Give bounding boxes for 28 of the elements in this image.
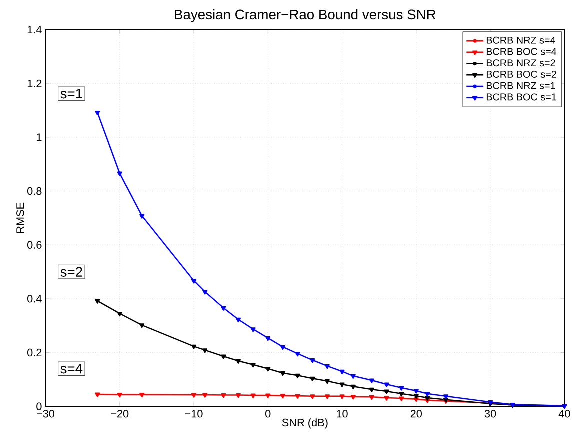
y-tick-label: 1.2 <box>28 80 42 88</box>
legend-label: BCRB NRZ s=1 <box>486 82 556 90</box>
legend-label: BCRB NRZ s=2 <box>486 59 556 66</box>
legend-label: BCRB BOC s=4 <box>486 48 557 56</box>
y-tick-label: 1 <box>36 134 42 142</box>
y-tick-label: 0 <box>36 402 42 410</box>
y-tick-label: 0.2 <box>28 348 42 356</box>
y-tick-label: 0.6 <box>28 241 42 249</box>
legend-label: BCRB BOC s=1 <box>486 94 556 101</box>
y-tick-label: 0.4 <box>28 294 42 303</box>
x-tick-label: 30 <box>484 410 496 418</box>
annotation: s=1 <box>60 88 82 99</box>
x-tick-label: −30 <box>37 410 55 418</box>
x-tick-label: −20 <box>111 410 129 418</box>
legend-label: BCRB BOC s=2 <box>486 70 556 78</box>
y-tick-label: 1.4 <box>28 26 42 34</box>
chart-title: Bayesian Cramer−Rao Bound versus SNR <box>175 9 436 22</box>
annotation: s=2 <box>60 266 82 277</box>
x-axis-title: SNR (dB) <box>282 418 328 429</box>
x-tick-label: 10 <box>337 410 348 418</box>
y-tick-label: 0.8 <box>28 187 42 195</box>
x-tick-label: 40 <box>558 410 570 418</box>
y-axis-title: RMSE <box>16 202 24 233</box>
x-tick-label: 20 <box>410 410 422 418</box>
x-tick-label: 0 <box>266 410 271 418</box>
legend-label: BCRB NRZ s=4 <box>486 36 556 44</box>
annotation: s=4 <box>60 364 83 374</box>
x-tick-label: −10 <box>185 410 203 418</box>
